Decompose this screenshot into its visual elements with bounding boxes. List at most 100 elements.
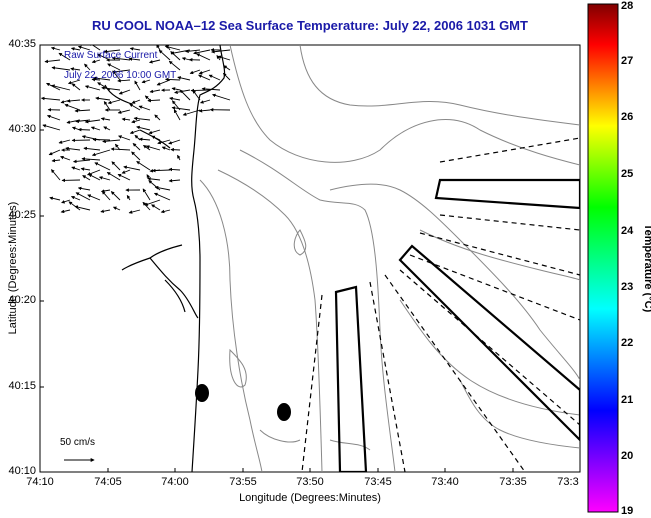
current-vector bbox=[107, 99, 121, 105]
current-vector bbox=[121, 169, 131, 174]
survey-box-south bbox=[334, 285, 368, 472]
current-vector bbox=[198, 69, 211, 75]
current-vector bbox=[74, 109, 91, 113]
current-vector bbox=[131, 119, 141, 124]
current-vector bbox=[49, 196, 61, 201]
x-tick-label: 73:3 bbox=[557, 476, 579, 488]
current-vector bbox=[128, 209, 141, 214]
current-vector bbox=[80, 167, 91, 171]
current-vector bbox=[154, 185, 171, 191]
current-vector bbox=[77, 127, 91, 132]
current-vector bbox=[70, 47, 81, 51]
current-vector bbox=[91, 149, 111, 157]
y-axis-title: Latitude (Degrees:Minutes) bbox=[7, 201, 19, 335]
current-vector bbox=[102, 139, 121, 144]
current-vector bbox=[70, 67, 81, 71]
current-vector bbox=[75, 192, 91, 201]
current-vector bbox=[117, 173, 131, 181]
current-vector bbox=[129, 103, 141, 111]
colorbar-tick-label: 25 bbox=[621, 168, 634, 180]
current-vector bbox=[81, 157, 101, 161]
current-vector bbox=[133, 116, 151, 121]
x-tick-label: 73:45 bbox=[364, 476, 392, 488]
current-vector bbox=[136, 161, 151, 171]
x-tick-label: 73:40 bbox=[431, 476, 459, 488]
current-vector bbox=[67, 79, 81, 85]
current-vector bbox=[151, 204, 161, 211]
colorbar-tick-label: 23 bbox=[621, 281, 634, 293]
current-vector bbox=[192, 89, 201, 101]
colorbar-tick-label: 24 bbox=[621, 225, 634, 237]
current-vector bbox=[71, 83, 81, 91]
current-vector bbox=[196, 53, 211, 61]
current-vector bbox=[153, 192, 171, 201]
current-vector bbox=[58, 139, 71, 144]
current-vector bbox=[200, 99, 211, 104]
current-vector bbox=[112, 70, 121, 81]
current-vector bbox=[201, 87, 221, 91]
current-vector bbox=[51, 169, 61, 181]
current-vector bbox=[168, 60, 181, 71]
current-vector bbox=[170, 51, 181, 61]
current-vector bbox=[149, 89, 161, 94]
y-tick-label: 40:30 bbox=[8, 123, 36, 135]
current-vector bbox=[42, 124, 61, 131]
current-vector bbox=[193, 49, 211, 55]
current-vector bbox=[100, 117, 111, 121]
current-vector bbox=[181, 57, 191, 61]
current-vector bbox=[83, 146, 101, 151]
current-vector bbox=[51, 158, 61, 163]
current-vector bbox=[84, 63, 91, 71]
current-vector bbox=[65, 146, 81, 151]
current-vector bbox=[107, 63, 121, 71]
current-vector bbox=[82, 175, 91, 181]
current-vector bbox=[151, 135, 161, 141]
current-vector bbox=[61, 199, 71, 204]
current-vector bbox=[217, 55, 231, 61]
current-vector bbox=[147, 98, 161, 103]
marker-ellipse-1 bbox=[195, 384, 209, 402]
current-vector bbox=[158, 49, 171, 61]
current-vector bbox=[117, 78, 131, 83]
current-vector bbox=[92, 137, 111, 142]
surface-current-vectors bbox=[40, 45, 231, 214]
x-tick-label: 74:05 bbox=[94, 476, 122, 488]
current-vector bbox=[60, 209, 71, 214]
y-tick-label: 40:20 bbox=[8, 294, 36, 306]
current-vector bbox=[40, 96, 61, 101]
current-vector bbox=[112, 206, 121, 211]
survey-boxes bbox=[334, 178, 580, 472]
current-vector bbox=[144, 199, 161, 206]
current-vector bbox=[48, 149, 61, 156]
current-vector bbox=[132, 142, 141, 151]
current-vector bbox=[198, 74, 211, 81]
current-vector bbox=[73, 159, 91, 164]
colorbar-tick-label: 28 bbox=[621, 0, 634, 12]
colorbar bbox=[587, 3, 619, 513]
bathymetry-contours bbox=[199, 45, 580, 472]
current-vector bbox=[100, 209, 111, 213]
current-vector bbox=[179, 89, 191, 101]
current-vector bbox=[142, 201, 151, 211]
current-vector bbox=[91, 59, 101, 64]
current-vector bbox=[156, 45, 161, 51]
current-vector bbox=[141, 79, 151, 84]
legend-current-time: July 22, 2006 10:00 GMT bbox=[64, 70, 177, 81]
current-vector bbox=[50, 46, 61, 51]
current-vector bbox=[170, 147, 181, 152]
current-vector bbox=[118, 135, 131, 141]
current-vector bbox=[74, 205, 91, 211]
current-vector bbox=[88, 173, 101, 181]
current-vector bbox=[110, 147, 131, 151]
current-vector bbox=[90, 126, 101, 131]
survey-box-north bbox=[434, 178, 580, 210]
current-vector bbox=[182, 109, 201, 116]
current-vector bbox=[138, 137, 151, 142]
x-tick-label: 73:50 bbox=[296, 476, 324, 488]
current-vector bbox=[77, 45, 91, 51]
current-vector bbox=[168, 139, 181, 145]
current-vector bbox=[129, 129, 141, 135]
x-tick-label: 73:55 bbox=[229, 476, 257, 488]
current-vector bbox=[103, 101, 111, 111]
